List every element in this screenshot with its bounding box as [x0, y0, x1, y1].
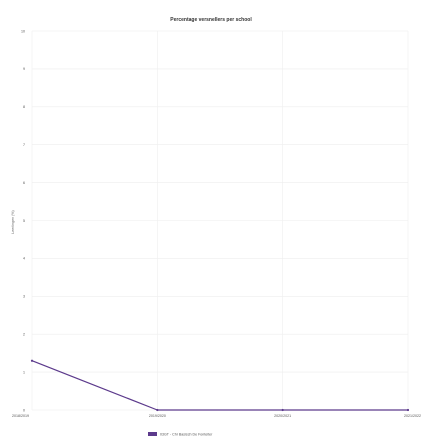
chart-title: Percentage versnellers per school: [170, 17, 252, 23]
data-point-0-3[interactable]: [406, 408, 410, 412]
y-tick-label-9: 9: [23, 67, 25, 71]
y-tick-label-1: 1: [23, 370, 25, 374]
y-tick-label-5: 5: [23, 219, 25, 223]
y-tick-labels: 0 1 2 3 4 5 6 7 8 9 10: [21, 29, 25, 412]
legend-swatch: [148, 432, 157, 436]
data-point-0-2[interactable]: [281, 408, 284, 412]
x-tick-label-1: 2019/2020: [149, 414, 166, 418]
grid-lines: [31, 30, 409, 411]
y-tick-label-7: 7: [23, 143, 25, 147]
x-tick-label-2: 2020/2021: [274, 414, 291, 418]
legend-label: 03GT - Chr Basisch De Fonteiter: [160, 433, 213, 437]
y-tick-label-8: 8: [23, 105, 25, 109]
y-tick-label-10: 10: [21, 29, 25, 33]
series-line-0: [31, 360, 408, 411]
legend[interactable]: 03GT - Chr Basisch De Fonteiter: [148, 432, 213, 437]
data-point-0-1[interactable]: [156, 408, 159, 412]
y-tick-label-6: 6: [23, 181, 25, 185]
y-tick-label-4: 4: [23, 257, 25, 261]
y-tick-label-3: 3: [23, 295, 25, 299]
series-lines: [30, 359, 410, 412]
y-tick-label-0: 0: [23, 408, 25, 412]
x-tick-label-0: 2018/2019: [12, 414, 29, 418]
x-tick-label-3: 2021/2022: [404, 414, 421, 418]
x-tick-labels: 2018/2019 2019/2020 2020/2021 2021/2022: [12, 414, 421, 418]
y-axis-label: Leerlingen (%): [11, 210, 15, 233]
data-point-0-0[interactable]: [30, 359, 34, 362]
y-tick-label-2: 2: [23, 333, 25, 337]
